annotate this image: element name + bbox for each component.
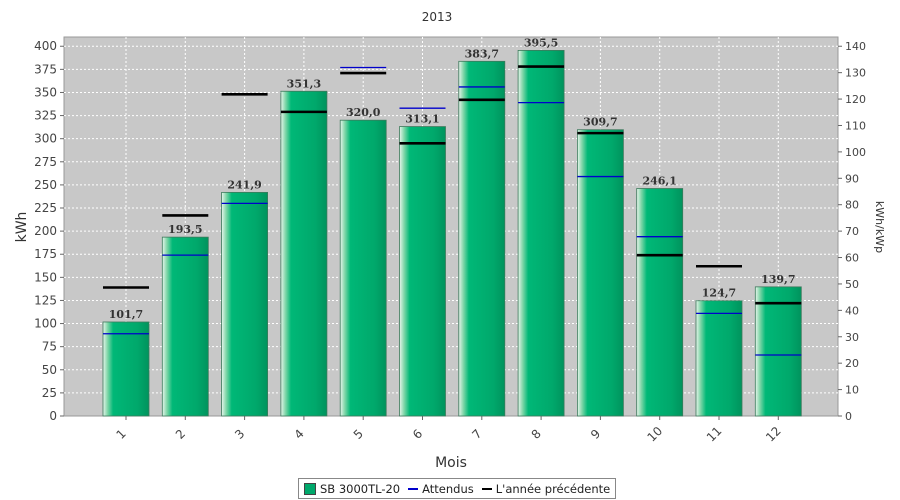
legend-label-expected: Attendus: [422, 481, 474, 496]
x-axis-label: Mois: [435, 455, 467, 471]
chart-title: 2013: [422, 10, 453, 24]
x-tick-label: 5: [351, 427, 366, 442]
y-tick-label: 375: [34, 62, 57, 76]
x-axis: 1 2 3 4 5 6 7 8 9 10 11 12: [114, 416, 784, 445]
bar: [102, 321, 150, 417]
y-tick-label: 100: [34, 317, 57, 331]
legend-label-previous: L'année précédente: [495, 481, 611, 496]
data-label: 383,7: [465, 47, 499, 60]
bar: [695, 300, 743, 417]
x-tick-label: 8: [529, 427, 544, 442]
y-tick-label: 175: [34, 247, 57, 261]
y-right-tick-label: 70: [845, 225, 859, 238]
y-tick-label: 200: [34, 224, 57, 238]
y-tick-label: 225: [34, 201, 57, 215]
y-tick-label: 125: [34, 293, 57, 307]
y-right-tick-label: 140: [845, 40, 866, 53]
y-axis-left: 0 25 50 75 100 125 150 175 200 225 250 275 300 325 350…: [34, 39, 64, 423]
y-right-tick-label: 50: [845, 278, 859, 291]
data-label: 351,3: [287, 77, 321, 90]
markers: [103, 65, 802, 356]
y-right-tick-label: 130: [845, 67, 866, 80]
x-tick-label: 10: [645, 424, 666, 445]
data-label: 139,7: [761, 273, 795, 286]
bar: [339, 119, 387, 417]
y-axis-right: 0 10 20 30 40 50 60 70 80 90 100 110 120 130 140: [838, 40, 866, 423]
y-right-tick-label: 120: [845, 93, 866, 106]
y-right-tick-label: 100: [845, 146, 866, 159]
x-tick-label: 2: [173, 427, 188, 442]
x-tick-label: 12: [763, 424, 784, 445]
x-tick-label: 4: [291, 427, 306, 442]
x-tick-label: 6: [410, 427, 425, 442]
bar: [399, 126, 446, 417]
y-right-tick-label: 90: [845, 172, 859, 185]
y-right-tick-label: 30: [845, 331, 859, 344]
y-tick-label: 25: [42, 386, 57, 400]
bar: [161, 236, 209, 417]
x-tick-label: 3: [232, 427, 247, 442]
bar: [458, 60, 506, 417]
y-right-tick-label: 80: [845, 199, 859, 212]
data-label: 124,7: [702, 287, 736, 300]
y-tick-label: 400: [34, 39, 57, 53]
y-axis-label: kWh: [14, 212, 30, 243]
data-label: 246,1: [642, 175, 676, 188]
y-right-tick-label: 10: [845, 384, 859, 397]
bar: [577, 129, 624, 417]
y-tick-label: 350: [34, 85, 57, 99]
y-tick-label: 0: [49, 409, 57, 423]
data-label: 313,1: [405, 113, 439, 126]
y-tick-label: 50: [42, 363, 57, 377]
legend-item-previous: L'année précédente: [481, 481, 611, 496]
x-tick-label: 9: [588, 427, 603, 442]
data-label: 193,5: [168, 223, 202, 236]
y-right-tick-label: 0: [845, 410, 852, 423]
bar: [280, 90, 328, 417]
y-tick-label: 275: [34, 155, 57, 169]
bar: [517, 50, 565, 417]
data-label: 395,5: [524, 36, 558, 49]
data-label: 101,7: [109, 308, 143, 321]
y-tick-label: 325: [34, 109, 57, 123]
y-tick-label: 300: [34, 132, 57, 146]
legend-swatch-expected: [408, 487, 419, 490]
data-label: 320,0: [346, 106, 381, 119]
x-tick-label: 1: [114, 427, 129, 442]
x-tick-label: 7: [469, 427, 484, 442]
bar: [221, 191, 269, 417]
legend-item-expected: Attendus: [408, 482, 474, 496]
legend-swatch-bar: [304, 482, 316, 495]
y-right-tick-label: 60: [845, 252, 859, 265]
y-tick-label: 250: [34, 178, 57, 192]
legend-swatch-previous: [481, 487, 492, 490]
bar: [636, 188, 684, 417]
data-label: 241,9: [227, 178, 261, 191]
legend: SB 3000TL-20 Attendus L'année précédente: [298, 478, 617, 499]
y-axis-label-right: kWh/kWp: [873, 201, 886, 253]
y-right-tick-label: 20: [845, 357, 859, 370]
data-labels: 101,7 193,5 241,9 351,3 320,0 313,1 383,7 395,5…: [109, 36, 796, 321]
bars: [102, 50, 802, 417]
y-tick-label: 150: [34, 270, 57, 284]
y-tick-label: 75: [42, 340, 57, 354]
y-right-tick-label: 40: [845, 304, 859, 317]
x-tick-label: 11: [704, 424, 725, 445]
y-right-tick-label: 110: [845, 119, 866, 132]
legend-item-bar: SB 3000TL-20: [304, 482, 400, 496]
legend-label-bar: SB 3000TL-20: [320, 481, 401, 496]
bar: [754, 286, 802, 417]
data-label: 309,7: [583, 116, 617, 129]
